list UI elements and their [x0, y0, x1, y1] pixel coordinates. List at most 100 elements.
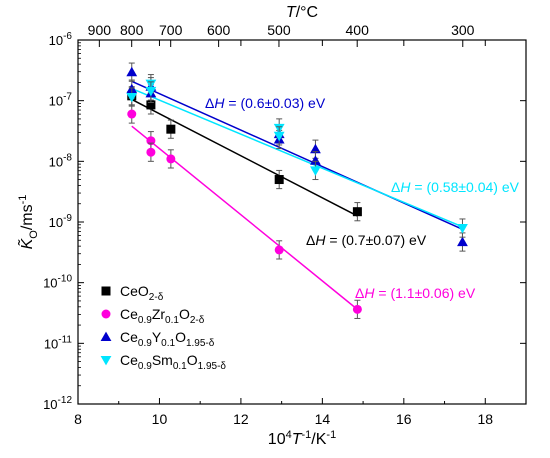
data-point-series-0	[352, 207, 362, 217]
legend-part: O	[175, 329, 186, 345]
ylabel-sup: -1	[17, 195, 29, 205]
data-point-series-3	[310, 166, 321, 176]
y-tick-exponent: -7	[63, 92, 72, 103]
data-point-series-0	[274, 175, 284, 185]
top-tick-label: 700	[159, 22, 183, 38]
data-point-series-1	[352, 304, 362, 314]
xlabel-part: 10	[268, 431, 286, 448]
data-point-series-1	[274, 245, 284, 255]
activation-energy-label-series-3: ΔH = (0.58±0.04) eV	[391, 179, 520, 195]
annotation-delta: Δ	[205, 95, 214, 111]
y-tick-exponent: -12	[58, 395, 73, 406]
legend-label-series-1: Ce0.9Zr0.1O2-δ	[120, 306, 205, 326]
data-point-series-2	[126, 66, 138, 77]
legend-sub: 2-δ	[190, 315, 205, 326]
y-tick-label: 10-10	[43, 274, 72, 291]
legend-sub: 0.9	[138, 315, 152, 326]
y-tick-label: 10-11	[44, 334, 73, 351]
y-tick-base: 10	[49, 154, 63, 169]
y-tick-label: 10-8	[49, 152, 73, 169]
data-point-series-3	[273, 131, 285, 142]
y-tick-exponent: -9	[63, 213, 72, 224]
activation-energy-label-series-0: ΔH = (0.7±0.07) eV	[306, 232, 427, 248]
legend-marker-series-2	[100, 331, 112, 342]
activation-energy-label-series-2: ΔH = (0.6±0.03) eV	[205, 95, 326, 111]
ylabel-part: /ms	[19, 204, 36, 230]
y-tick-label: 10-12	[43, 395, 72, 412]
data-point-series-0	[146, 100, 156, 110]
y-tick-base: 10	[49, 33, 63, 48]
annotation-h: H	[364, 285, 375, 301]
annotation-value: = (1.1±0.06) eV	[374, 285, 475, 301]
fit-line-series-3	[131, 87, 463, 228]
data-markers	[126, 62, 468, 319]
data-point-series-2	[310, 143, 321, 154]
x-tick-label: 12	[233, 411, 249, 427]
fit-line-series-1	[131, 125, 358, 310]
x-tick-label: 18	[477, 411, 493, 427]
legend-label-series-3: Ce0.9Sm0.1O1.95-δ	[120, 352, 226, 372]
legend-part: Sm	[152, 352, 173, 368]
y-axis-label: K̃O/ms-1	[16, 195, 40, 250]
toplabel-part: T	[286, 4, 297, 21]
x-axis-label: 104T-1/K-1	[268, 429, 336, 448]
y-tick-base: 10	[43, 276, 57, 291]
y-tick-label: 10-7	[49, 92, 73, 109]
legend-part: Ce	[120, 352, 138, 368]
fit-line-series-0	[131, 98, 358, 217]
top-tick-label: 300	[451, 22, 475, 38]
legend-part: Zr	[152, 306, 166, 322]
data-point-series-1	[127, 109, 137, 119]
y-tick-base: 10	[44, 336, 58, 351]
legend-marker-series-3	[100, 355, 112, 366]
annotation-h: H	[214, 95, 225, 111]
data-point-series-2	[457, 236, 468, 247]
legend-sub: 1.95-δ	[198, 361, 227, 372]
legend-sub: 0.1	[165, 315, 179, 326]
legend: CeO2-δCe0.9Zr0.1O2-δCe0.9Y0.1O1.95-δCe0.…	[100, 283, 226, 372]
legend-part: Y	[152, 329, 162, 345]
y-tick-label: 10-6	[49, 31, 73, 48]
legend-marker-series-0	[101, 286, 111, 296]
data-point-series-2	[310, 155, 321, 165]
xlabel-sup: -1	[302, 429, 312, 441]
data-point-series-0	[166, 124, 176, 134]
y-tick-exponent: -10	[58, 274, 73, 285]
annotation-h: H	[400, 179, 411, 195]
annotation-delta: Δ	[306, 232, 315, 248]
xlabel-sup: -1	[326, 429, 336, 441]
annotation-value: = (0.7±0.07) eV	[325, 232, 426, 248]
legend-part: Ce	[120, 306, 138, 322]
top-tick-label: 500	[267, 22, 291, 38]
x-tick-label: 16	[396, 411, 412, 427]
ylabel-part: K̃	[16, 237, 36, 249]
data-point-series-1	[166, 154, 176, 164]
data-point-series-3	[145, 86, 157, 97]
xlabel-part: T	[292, 431, 303, 448]
legend-part: O	[179, 306, 190, 322]
activation-energy-label-series-1: ΔH = (1.1±0.06) eV	[355, 285, 476, 301]
data-point-series-3	[126, 92, 138, 103]
top-tick-label: 600	[207, 22, 231, 38]
fit-lines	[131, 80, 463, 310]
legend-part: CeO	[120, 283, 149, 299]
annotation-delta: Δ	[391, 179, 400, 195]
x-tick-label: 10	[152, 411, 168, 427]
ylabel-sub: O	[28, 230, 40, 239]
y-tick-label: 10-9	[49, 213, 73, 230]
legend-label-series-2: Ce0.9Y0.1O1.95-δ	[120, 329, 215, 349]
y-tick-base: 10	[43, 397, 57, 412]
annotation-value: = (0.58±0.04) eV	[410, 179, 519, 195]
annotation-value: = (0.6±0.03) eV	[224, 95, 325, 111]
xlabel-sup: 4	[286, 429, 292, 441]
y-tick-exponent: -6	[63, 31, 72, 42]
legend-part: O	[187, 352, 198, 368]
y-tick-exponent: -11	[58, 334, 72, 345]
legend-sub: 2-δ	[149, 292, 164, 303]
x-tick-label: 14	[315, 411, 331, 427]
xlabel-part: /K	[311, 431, 326, 448]
legend-part: Ce	[120, 329, 138, 345]
